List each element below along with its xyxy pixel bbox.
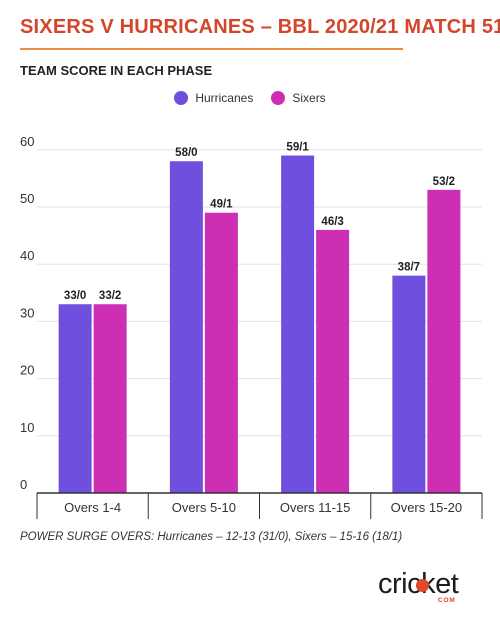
bar-hurricanes: [169, 161, 203, 494]
logo-domain: COM: [438, 597, 456, 604]
data-label: 33/2: [99, 290, 121, 302]
bar-hurricanes: [281, 155, 315, 493]
data-label: 59/1: [286, 142, 309, 154]
data-label: 33/0: [64, 290, 86, 302]
legend: Hurricanes Sixers: [0, 88, 500, 108]
bar-sixers: [204, 212, 238, 493]
y-tick-label: 10: [20, 420, 34, 435]
legend-swatch-hurricanes: [174, 91, 189, 105]
y-tick-label: 50: [20, 191, 34, 206]
data-label: 58/0: [175, 147, 197, 159]
bar-sixers: [427, 189, 461, 493]
cricket-com-logo: cricket COM: [378, 570, 474, 608]
data-label: 38/7: [398, 262, 420, 274]
y-tick-label: 60: [20, 134, 34, 149]
y-tick-label: 0: [20, 477, 27, 492]
y-tick-label: 30: [20, 305, 34, 320]
power-surge-footnote: POWER SURGE OVERS: Hurricanes – 12-13 (3…: [20, 531, 403, 543]
x-tick-label: Overs 5-10: [172, 500, 236, 515]
y-tick-label: 40: [20, 248, 34, 263]
bar-sixers: [316, 229, 350, 493]
title-underline: [20, 48, 403, 50]
cricket-ball-icon: [416, 579, 429, 592]
chart-subtitle: TEAM SCORE IN EACH PHASE: [20, 63, 213, 78]
data-label: 49/1: [210, 199, 233, 211]
data-label: 46/3: [321, 216, 343, 228]
legend-item-hurricanes: Hurricanes: [174, 91, 253, 105]
legend-label-hurricanes: Hurricanes: [195, 91, 254, 105]
data-label: 53/2: [433, 176, 455, 188]
legend-label-sixers: Sixers: [292, 91, 326, 105]
legend-swatch-sixers: [271, 91, 286, 105]
bar-sixers: [93, 304, 127, 493]
x-tick-label: Overs 11-15: [280, 500, 351, 515]
bar-hurricanes: [392, 275, 426, 493]
chart-title: SIXERS V HURRICANES – BBL 2020/21 MATCH …: [20, 16, 500, 38]
x-tick-label: Overs 1-4: [64, 500, 121, 515]
x-tick-label: Overs 15-20: [391, 500, 463, 515]
bar-hurricanes: [58, 304, 92, 493]
legend-item-sixers: Sixers: [271, 91, 326, 105]
y-tick-label: 20: [20, 363, 34, 378]
